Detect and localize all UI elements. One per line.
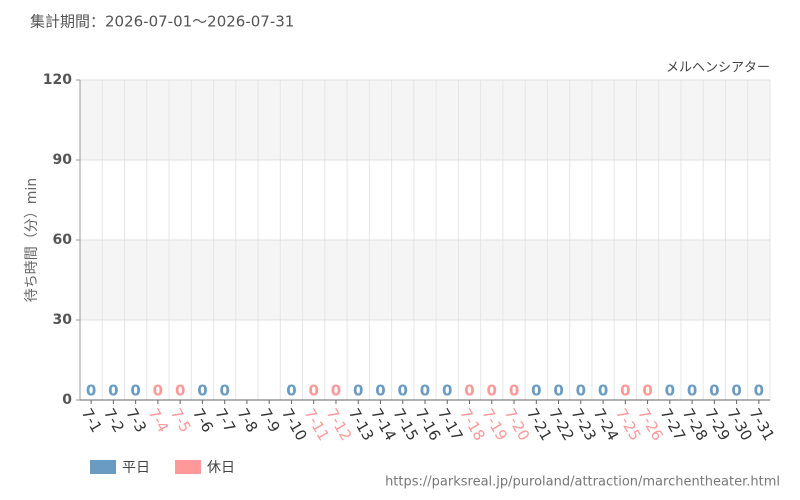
grid-band bbox=[80, 240, 770, 320]
grid-band bbox=[80, 80, 770, 160]
value-label: 0 bbox=[331, 382, 341, 400]
value-label: 0 bbox=[153, 382, 163, 400]
value-label: 0 bbox=[308, 382, 318, 400]
value-label: 0 bbox=[442, 382, 452, 400]
legend-label: 休日 bbox=[207, 460, 235, 476]
value-label: 0 bbox=[642, 382, 652, 400]
value-label: 0 bbox=[531, 382, 541, 400]
value-label: 0 bbox=[86, 382, 96, 400]
legend-label: 平日 bbox=[122, 460, 150, 476]
value-label: 0 bbox=[108, 382, 118, 400]
x-tick-label: 7-1 bbox=[78, 405, 106, 435]
value-label: 0 bbox=[286, 382, 296, 400]
x-tick-label: 7-6 bbox=[189, 405, 217, 435]
x-tick-label: 7-3 bbox=[122, 405, 150, 435]
value-label: 0 bbox=[375, 382, 385, 400]
value-label: 0 bbox=[687, 382, 697, 400]
y-tick-label: 90 bbox=[53, 152, 73, 168]
value-label: 0 bbox=[487, 382, 497, 400]
value-label: 0 bbox=[353, 382, 363, 400]
value-label: 0 bbox=[754, 382, 764, 400]
value-label: 0 bbox=[509, 382, 519, 400]
x-tick-label: 7-7 bbox=[211, 405, 239, 435]
value-label: 0 bbox=[620, 382, 630, 400]
value-label: 0 bbox=[420, 382, 430, 400]
value-label: 0 bbox=[553, 382, 563, 400]
y-tick-label: 30 bbox=[53, 312, 73, 328]
value-label: 0 bbox=[130, 382, 140, 400]
value-label: 0 bbox=[464, 382, 474, 400]
value-label: 0 bbox=[398, 382, 408, 400]
value-label: 0 bbox=[731, 382, 741, 400]
value-label: 0 bbox=[576, 382, 586, 400]
y-tick-label: 0 bbox=[62, 392, 72, 408]
value-label: 0 bbox=[219, 382, 229, 400]
y-tick-label: 60 bbox=[53, 232, 73, 248]
chart-title: 集計期間：2026-07-01～2026-07-31 bbox=[30, 13, 294, 31]
source: https://parksreal.jp/puroland/attraction… bbox=[385, 475, 780, 490]
y-tick-label: 120 bbox=[43, 72, 72, 88]
value-label: 0 bbox=[665, 382, 675, 400]
legend-swatch bbox=[90, 460, 116, 474]
value-label: 0 bbox=[709, 382, 719, 400]
value-label: 0 bbox=[197, 382, 207, 400]
x-tick-label: 7-2 bbox=[100, 405, 128, 435]
x-tick-label: 7-9 bbox=[256, 405, 284, 435]
value-label: 0 bbox=[175, 382, 185, 400]
y-axis-label: 待ち時間（分）min bbox=[24, 178, 40, 302]
x-tick-label: 7-4 bbox=[145, 405, 173, 435]
chart-subtitle: メルヘンシアター bbox=[666, 61, 770, 76]
x-tick-label: 7-5 bbox=[167, 405, 195, 435]
x-tick-label: 7-8 bbox=[234, 405, 262, 435]
legend-swatch bbox=[175, 460, 201, 474]
value-label: 0 bbox=[598, 382, 608, 400]
